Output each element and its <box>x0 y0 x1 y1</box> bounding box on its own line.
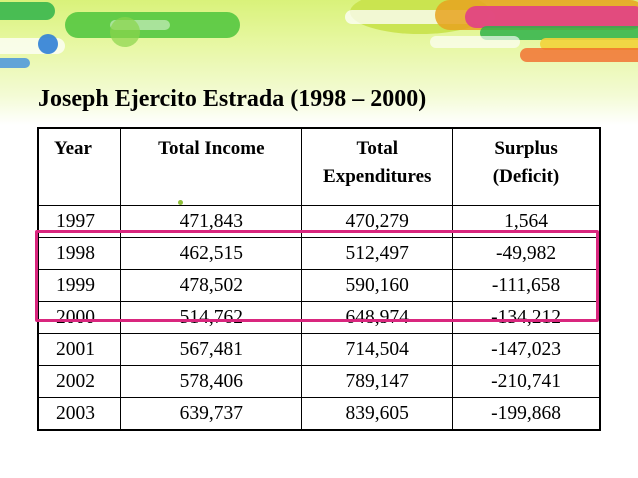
highlight-box-estrada-years <box>35 230 599 322</box>
slide-title: Joseph Ejercito Estrada (1998 – 2000) <box>38 86 427 112</box>
table-row: 1998 462,515 512,497 -49,982 <box>37 237 601 270</box>
cell-year: 2003 <box>37 397 122 431</box>
budget-table: Year Total Income Total Expenditures Sur… <box>37 127 601 431</box>
cell-total-income: 567,481 <box>120 333 303 366</box>
cell-year: 2000 <box>37 301 122 334</box>
header-surplus-line2: (Deficit) <box>492 166 560 187</box>
table-row: 2003 639,737 839,605 -199,868 <box>37 397 601 431</box>
table-row: 2000 514,762 648,974 -134,212 <box>37 301 601 334</box>
header-surplus-line1: Surplus <box>494 138 558 159</box>
cell-total-income: 578,406 <box>120 365 303 398</box>
cell-surplus-deficit: -199,868 <box>452 397 601 431</box>
table-row: 2002 578,406 789,147 -210,741 <box>37 365 601 398</box>
table-row: 2001 567,481 714,504 -147,023 <box>37 333 601 366</box>
header-expenditures-line1: Total <box>356 138 398 159</box>
header-year: Year <box>37 127 122 206</box>
cell-surplus-deficit: -49,982 <box>452 237 601 270</box>
header-total-expenditures: Total Expenditures <box>301 127 454 206</box>
cell-surplus-deficit: -134,212 <box>452 301 601 334</box>
cell-surplus-deficit: -147,023 <box>452 333 601 366</box>
cell-year: 2002 <box>37 365 122 398</box>
cell-year: 2001 <box>37 333 122 366</box>
cell-total-expenditures: 714,504 <box>301 333 454 366</box>
table-row: 1999 478,502 590,160 -111,658 <box>37 269 601 302</box>
cursor-dot-icon <box>178 200 183 205</box>
header-expenditures-line2: Expenditures <box>323 166 432 187</box>
cell-surplus-deficit: -111,658 <box>452 269 601 302</box>
header-surplus-deficit: Surplus (Deficit) <box>452 127 601 206</box>
cell-total-income: 462,515 <box>120 237 303 270</box>
cell-total-expenditures: 789,147 <box>301 365 454 398</box>
cell-total-expenditures: 839,605 <box>301 397 454 431</box>
cell-surplus-deficit: -210,741 <box>452 365 601 398</box>
header-year-label: Year <box>54 138 92 159</box>
decorative-banner <box>0 0 638 68</box>
header-total-income: Total Income <box>120 127 303 206</box>
cell-total-expenditures: 512,497 <box>301 237 454 270</box>
cell-year: 1999 <box>37 269 122 302</box>
cell-total-income: 639,737 <box>120 397 303 431</box>
table-header-row: Year Total Income Total Expenditures Sur… <box>37 127 601 206</box>
header-total-income-label: Total Income <box>158 138 265 159</box>
